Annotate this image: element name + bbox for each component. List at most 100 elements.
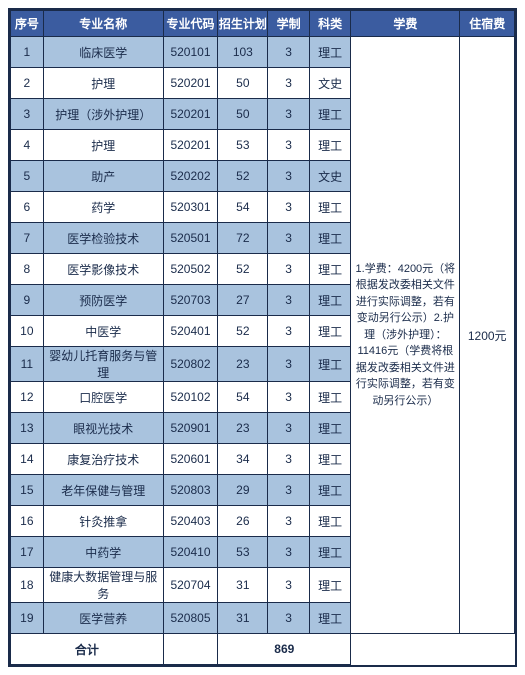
cell-name: 婴幼儿托育服务与管理 <box>43 347 163 382</box>
cell-name: 针灸推拿 <box>43 506 163 537</box>
cell-dur: 3 <box>268 254 309 285</box>
enrollment-table: 序号 专业名称 专业代码 招生计划 学制 科类 学费 住宿费 1临床医学5201… <box>10 10 515 665</box>
cell-name: 助产 <box>43 161 163 192</box>
cell-name: 护理 <box>43 68 163 99</box>
cell-name: 预防医学 <box>43 285 163 316</box>
cell-name: 医学营养 <box>43 603 163 634</box>
cell-plan: 34 <box>218 444 268 475</box>
cell-plan: 27 <box>218 285 268 316</box>
cell-idx: 1 <box>11 37 44 68</box>
cell-cat: 理工 <box>309 413 350 444</box>
cell-plan: 72 <box>218 223 268 254</box>
cell-dur: 3 <box>268 347 309 382</box>
cell-cat: 理工 <box>309 537 350 568</box>
cell-idx: 15 <box>11 475 44 506</box>
cell-plan: 50 <box>218 99 268 130</box>
cell-plan: 31 <box>218 568 268 603</box>
cell-plan: 54 <box>218 192 268 223</box>
cell-cat: 理工 <box>309 475 350 506</box>
cell-idx: 4 <box>11 130 44 161</box>
cell-idx: 14 <box>11 444 44 475</box>
cell-plan: 23 <box>218 413 268 444</box>
cell-dur: 3 <box>268 316 309 347</box>
cell-dur: 3 <box>268 37 309 68</box>
cell-code: 520410 <box>163 537 218 568</box>
footer-total: 869 <box>218 634 351 665</box>
cell-dur: 3 <box>268 382 309 413</box>
col-dorm: 住宿费 <box>460 11 515 37</box>
cell-code: 520703 <box>163 285 218 316</box>
cell-plan: 53 <box>218 130 268 161</box>
cell-dur: 3 <box>268 603 309 634</box>
cell-name: 药学 <box>43 192 163 223</box>
cell-dur: 3 <box>268 444 309 475</box>
col-category: 科类 <box>309 11 350 37</box>
cell-plan: 52 <box>218 316 268 347</box>
cell-code: 520802 <box>163 347 218 382</box>
cell-name: 康复治疗技术 <box>43 444 163 475</box>
cell-cat: 文史 <box>309 68 350 99</box>
col-index: 序号 <box>11 11 44 37</box>
cell-dur: 3 <box>268 413 309 444</box>
col-code: 专业代码 <box>163 11 218 37</box>
cell-dur: 3 <box>268 223 309 254</box>
footer-label: 合计 <box>11 634 164 665</box>
cell-idx: 17 <box>11 537 44 568</box>
cell-code: 520601 <box>163 444 218 475</box>
cell-cat: 理工 <box>309 603 350 634</box>
cell-plan: 26 <box>218 506 268 537</box>
cell-dur: 3 <box>268 99 309 130</box>
enrollment-table-container: 序号 专业名称 专业代码 招生计划 学制 科类 学费 住宿费 1临床医学5201… <box>8 8 517 667</box>
cell-code: 520101 <box>163 37 218 68</box>
cell-cat: 理工 <box>309 223 350 254</box>
cell-idx: 8 <box>11 254 44 285</box>
cell-cat: 理工 <box>309 347 350 382</box>
cell-plan: 53 <box>218 537 268 568</box>
cell-dur: 3 <box>268 130 309 161</box>
cell-idx: 13 <box>11 413 44 444</box>
cell-dur: 3 <box>268 161 309 192</box>
cell-code: 520201 <box>163 130 218 161</box>
cell-cat: 理工 <box>309 37 350 68</box>
col-name: 专业名称 <box>43 11 163 37</box>
cell-idx: 19 <box>11 603 44 634</box>
footer-blank-code <box>163 634 218 665</box>
cell-code: 520805 <box>163 603 218 634</box>
cell-code: 520901 <box>163 413 218 444</box>
cell-code: 520403 <box>163 506 218 537</box>
cell-cat: 理工 <box>309 192 350 223</box>
cell-code: 520201 <box>163 68 218 99</box>
cell-name: 老年保健与管理 <box>43 475 163 506</box>
cell-cat: 理工 <box>309 316 350 347</box>
cell-code: 520401 <box>163 316 218 347</box>
header-row: 序号 专业名称 专业代码 招生计划 学制 科类 学费 住宿费 <box>11 11 515 37</box>
cell-dur: 3 <box>268 285 309 316</box>
cell-name: 中医学 <box>43 316 163 347</box>
cell-name: 口腔医学 <box>43 382 163 413</box>
cell-dur: 3 <box>268 475 309 506</box>
cell-code: 520301 <box>163 192 218 223</box>
cell-code: 520102 <box>163 382 218 413</box>
cell-code: 520201 <box>163 99 218 130</box>
cell-cat: 理工 <box>309 254 350 285</box>
cell-plan: 52 <box>218 254 268 285</box>
cell-idx: 9 <box>11 285 44 316</box>
cell-name: 中药学 <box>43 537 163 568</box>
cell-code: 520202 <box>163 161 218 192</box>
cell-name: 医学检验技术 <box>43 223 163 254</box>
cell-dur: 3 <box>268 568 309 603</box>
cell-name: 护理（涉外护理） <box>43 99 163 130</box>
col-tuition: 学费 <box>351 11 460 37</box>
cell-cat: 理工 <box>309 99 350 130</box>
cell-code: 520803 <box>163 475 218 506</box>
cell-idx: 12 <box>11 382 44 413</box>
cell-idx: 16 <box>11 506 44 537</box>
cell-dur: 3 <box>268 506 309 537</box>
cell-name: 临床医学 <box>43 37 163 68</box>
cell-cat: 理工 <box>309 382 350 413</box>
cell-cat: 理工 <box>309 506 350 537</box>
cell-code: 520501 <box>163 223 218 254</box>
col-plan: 招生计划 <box>218 11 268 37</box>
cell-code: 520704 <box>163 568 218 603</box>
cell-plan: 50 <box>218 68 268 99</box>
